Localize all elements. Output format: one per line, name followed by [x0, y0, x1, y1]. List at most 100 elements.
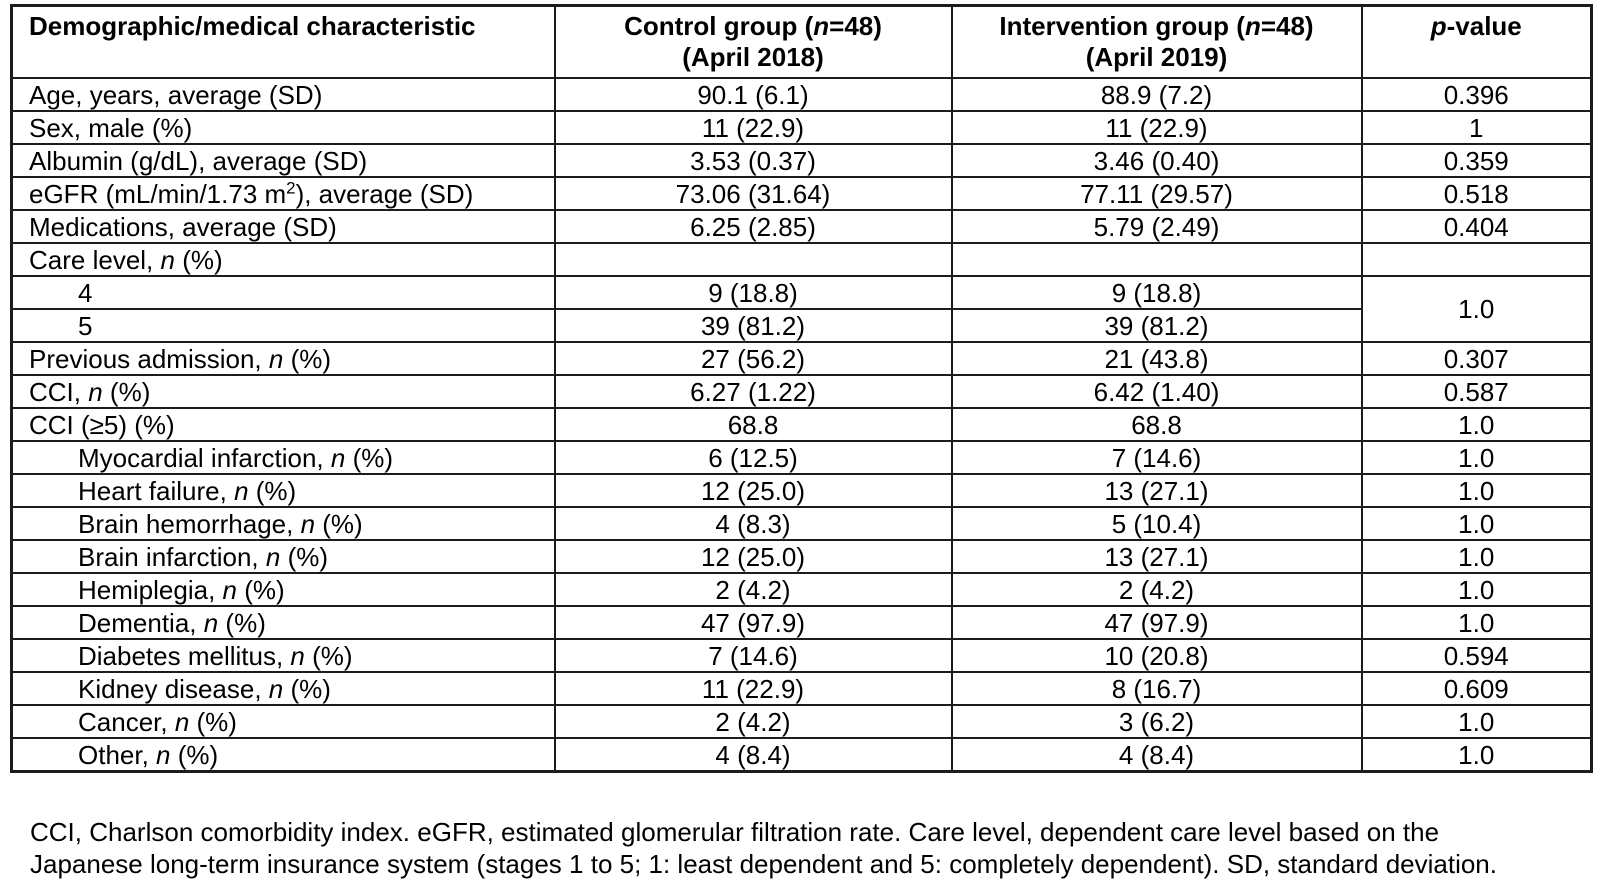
intervention-value-cell: 4 (8.4) — [950, 737, 1363, 773]
table-row: Age, years, average (SD) 90.1 (6.1) 88.9 (… — [10, 77, 1593, 112]
intervention-value-cell: 10 (20.8) — [950, 638, 1363, 673]
row-label-cell: 5 — [10, 308, 556, 343]
control-value-cell: 6.25 (2.85) — [553, 209, 953, 244]
control-value-cell — [553, 242, 953, 277]
row-label-cell: Other, n (%) — [10, 737, 556, 773]
control-value-cell: 90.1 (6.1) — [553, 77, 953, 112]
intervention-value-cell: 8 (16.7) — [950, 671, 1363, 706]
p-value-cell: 0.518 — [1360, 176, 1593, 211]
header-intervention-group: Intervention group (n=48) (April 2019) — [950, 4, 1363, 79]
p-value-cell: 1.0 — [1360, 440, 1593, 475]
control-value-cell: 11 (22.9) — [553, 110, 953, 145]
intervention-value-cell: 68.8 — [950, 407, 1363, 442]
intervention-value-cell: 5 (10.4) — [950, 506, 1363, 541]
table-row: Dementia, n (%) 47 (97.9) 47 (97.9) 1.0 — [10, 605, 1593, 640]
control-value-cell: 2 (4.2) — [553, 704, 953, 739]
row-label-cell: Cancer, n (%) — [10, 704, 556, 739]
control-value-cell: 3.53 (0.37) — [553, 143, 953, 178]
p-value-cell: 0.587 — [1360, 374, 1593, 409]
intervention-value-cell: 13 (27.1) — [950, 539, 1363, 574]
header-row: Demographic/medical characteristic Contr… — [10, 4, 1593, 79]
p-value-cell: 0.609 — [1360, 671, 1593, 706]
control-value-cell: 12 (25.0) — [553, 473, 953, 508]
table-row: Other, n (%) 4 (8.4) 4 (8.4) 1.0 — [10, 737, 1593, 773]
p-value-cell: 1.0 — [1360, 737, 1593, 773]
intervention-value-cell: 13 (27.1) — [950, 473, 1363, 508]
row-label-cell: Kidney disease, n (%) — [10, 671, 556, 706]
p-value-cell: 0.396 — [1360, 77, 1593, 112]
control-value-cell: 2 (4.2) — [553, 572, 953, 607]
control-value-cell: 39 (81.2) — [553, 308, 953, 343]
row-label-cell: Sex, male (%) — [10, 110, 556, 145]
control-value-cell: 47 (97.9) — [553, 605, 953, 640]
table-row: Brain hemorrhage, n (%) 4 (8.3) 5 (10.4) 1.… — [10, 506, 1593, 541]
header-p-value: p-value — [1360, 4, 1593, 79]
intervention-value-cell: 6.42 (1.40) — [950, 374, 1363, 409]
intervention-value-cell: 47 (97.9) — [950, 605, 1363, 640]
intervention-value-cell: 88.9 (7.2) — [950, 77, 1363, 112]
p-value-cell: 1.0 — [1360, 539, 1593, 574]
table-row: Kidney disease, n (%) 11 (22.9) 8 (16.7) 0.… — [10, 671, 1593, 706]
row-label-cell: Previous admission, n (%) — [10, 341, 556, 376]
demographics-table: Demographic/medical characteristic Contr… — [10, 4, 1593, 773]
p-value-cell: 0.307 — [1360, 341, 1593, 376]
row-label-cell: 4 — [10, 275, 556, 310]
p-value-cell: 1.0 — [1360, 473, 1593, 508]
table-row: Sex, male (%) 11 (22.9) 11 (22.9) 1 — [10, 110, 1593, 145]
p-value-cell: 1.0 — [1360, 572, 1593, 607]
row-label-cell: Medications, average (SD) — [10, 209, 556, 244]
table-row: 5 39 (81.2) 39 (81.2) — [10, 308, 1592, 343]
control-value-cell: 12 (25.0) — [553, 539, 953, 574]
table-row: Heart failure, n (%) 12 (25.0) 13 (27.1) 1.… — [10, 473, 1593, 508]
intervention-value-cell: 3.46 (0.40) — [950, 143, 1363, 178]
table-footnote: CCI, Charlson comorbidity index. eGFR, e… — [30, 816, 1575, 880]
table-row: CCI, n (%) 6.27 (1.22) 6.42 (1.40) 0.587 — [10, 374, 1593, 409]
header-control-group: Control group (n=48) (April 2018) — [553, 4, 953, 79]
control-value-cell: 7 (14.6) — [553, 638, 953, 673]
intervention-value-cell: 11 (22.9) — [950, 110, 1363, 145]
p-value-cell: 1.0 — [1360, 407, 1593, 442]
row-label-cell: Albumin (g/dL), average (SD) — [10, 143, 556, 178]
p-value-cell: 1.0 — [1360, 605, 1593, 640]
header-control-line2: (April 2018) — [682, 42, 824, 72]
table-row: Brain infarction, n (%) 12 (25.0) 13 (27.1… — [10, 539, 1593, 574]
row-label-cell: Care level, n (%) — [10, 242, 556, 277]
control-value-cell: 73.06 (31.64) — [553, 176, 953, 211]
row-label-cell: CCI, n (%) — [10, 374, 556, 409]
control-value-cell: 4 (8.4) — [553, 737, 953, 773]
header-intervention-line2: (April 2019) — [1085, 42, 1228, 72]
p-value-cell: 0.594 — [1360, 638, 1593, 673]
intervention-value-cell: 2 (4.2) — [950, 572, 1363, 607]
table-row: Care level, n (%) — [10, 242, 1593, 277]
intervention-value-cell — [950, 242, 1363, 277]
header-characteristic: Demographic/medical characteristic — [10, 4, 556, 79]
header-control-line1: Control group (n=48) — [624, 11, 882, 41]
row-label-cell: Brain hemorrhage, n (%) — [10, 506, 556, 541]
intervention-value-cell: 39 (81.2) — [950, 308, 1363, 343]
control-value-cell: 6 (12.5) — [553, 440, 953, 475]
control-value-cell: 68.8 — [553, 407, 953, 442]
control-value-cell: 27 (56.2) — [553, 341, 953, 376]
row-label-cell: Brain infarction, n (%) — [10, 539, 556, 574]
table-row: CCI (≥5) (%) 68.8 68.8 1.0 — [10, 407, 1593, 442]
row-label-cell: Hemiplegia, n (%) — [10, 572, 556, 607]
table-row: eGFR (mL/min/1.73 m2), average (SD) 73.06… — [10, 176, 1593, 211]
table-row: Myocardial infarction, n (%) 6 (12.5) 7 (1… — [10, 440, 1593, 475]
row-label-cell: Diabetes mellitus, n (%) — [10, 638, 556, 673]
table-row: Hemiplegia, n (%) 2 (4.2) 2 (4.2) 1.0 — [10, 572, 1593, 607]
p-value-cell: 1 — [1360, 110, 1593, 145]
p-value-cell: 1.0 — [1360, 704, 1593, 739]
table-row: Cancer, n (%) 2 (4.2) 3 (6.2) 1.0 — [10, 704, 1593, 739]
footnote-line-2: Japanese long-term insurance system (sta… — [30, 849, 1497, 879]
row-label-cell: Dementia, n (%) — [10, 605, 556, 640]
row-label-cell: Myocardial infarction, n (%) — [10, 440, 556, 475]
table-body: Age, years, average (SD) 90.1 (6.1) 88.9 (… — [10, 77, 1593, 773]
control-value-cell: 11 (22.9) — [553, 671, 953, 706]
p-value-cell: 0.359 — [1360, 143, 1593, 178]
row-label-cell: Heart failure, n (%) — [10, 473, 556, 508]
p-value-cell — [1360, 242, 1593, 277]
intervention-value-cell: 77.11 (29.57) — [950, 176, 1363, 211]
table-row: Albumin (g/dL), average (SD) 3.53 (0.37) 3… — [10, 143, 1593, 178]
